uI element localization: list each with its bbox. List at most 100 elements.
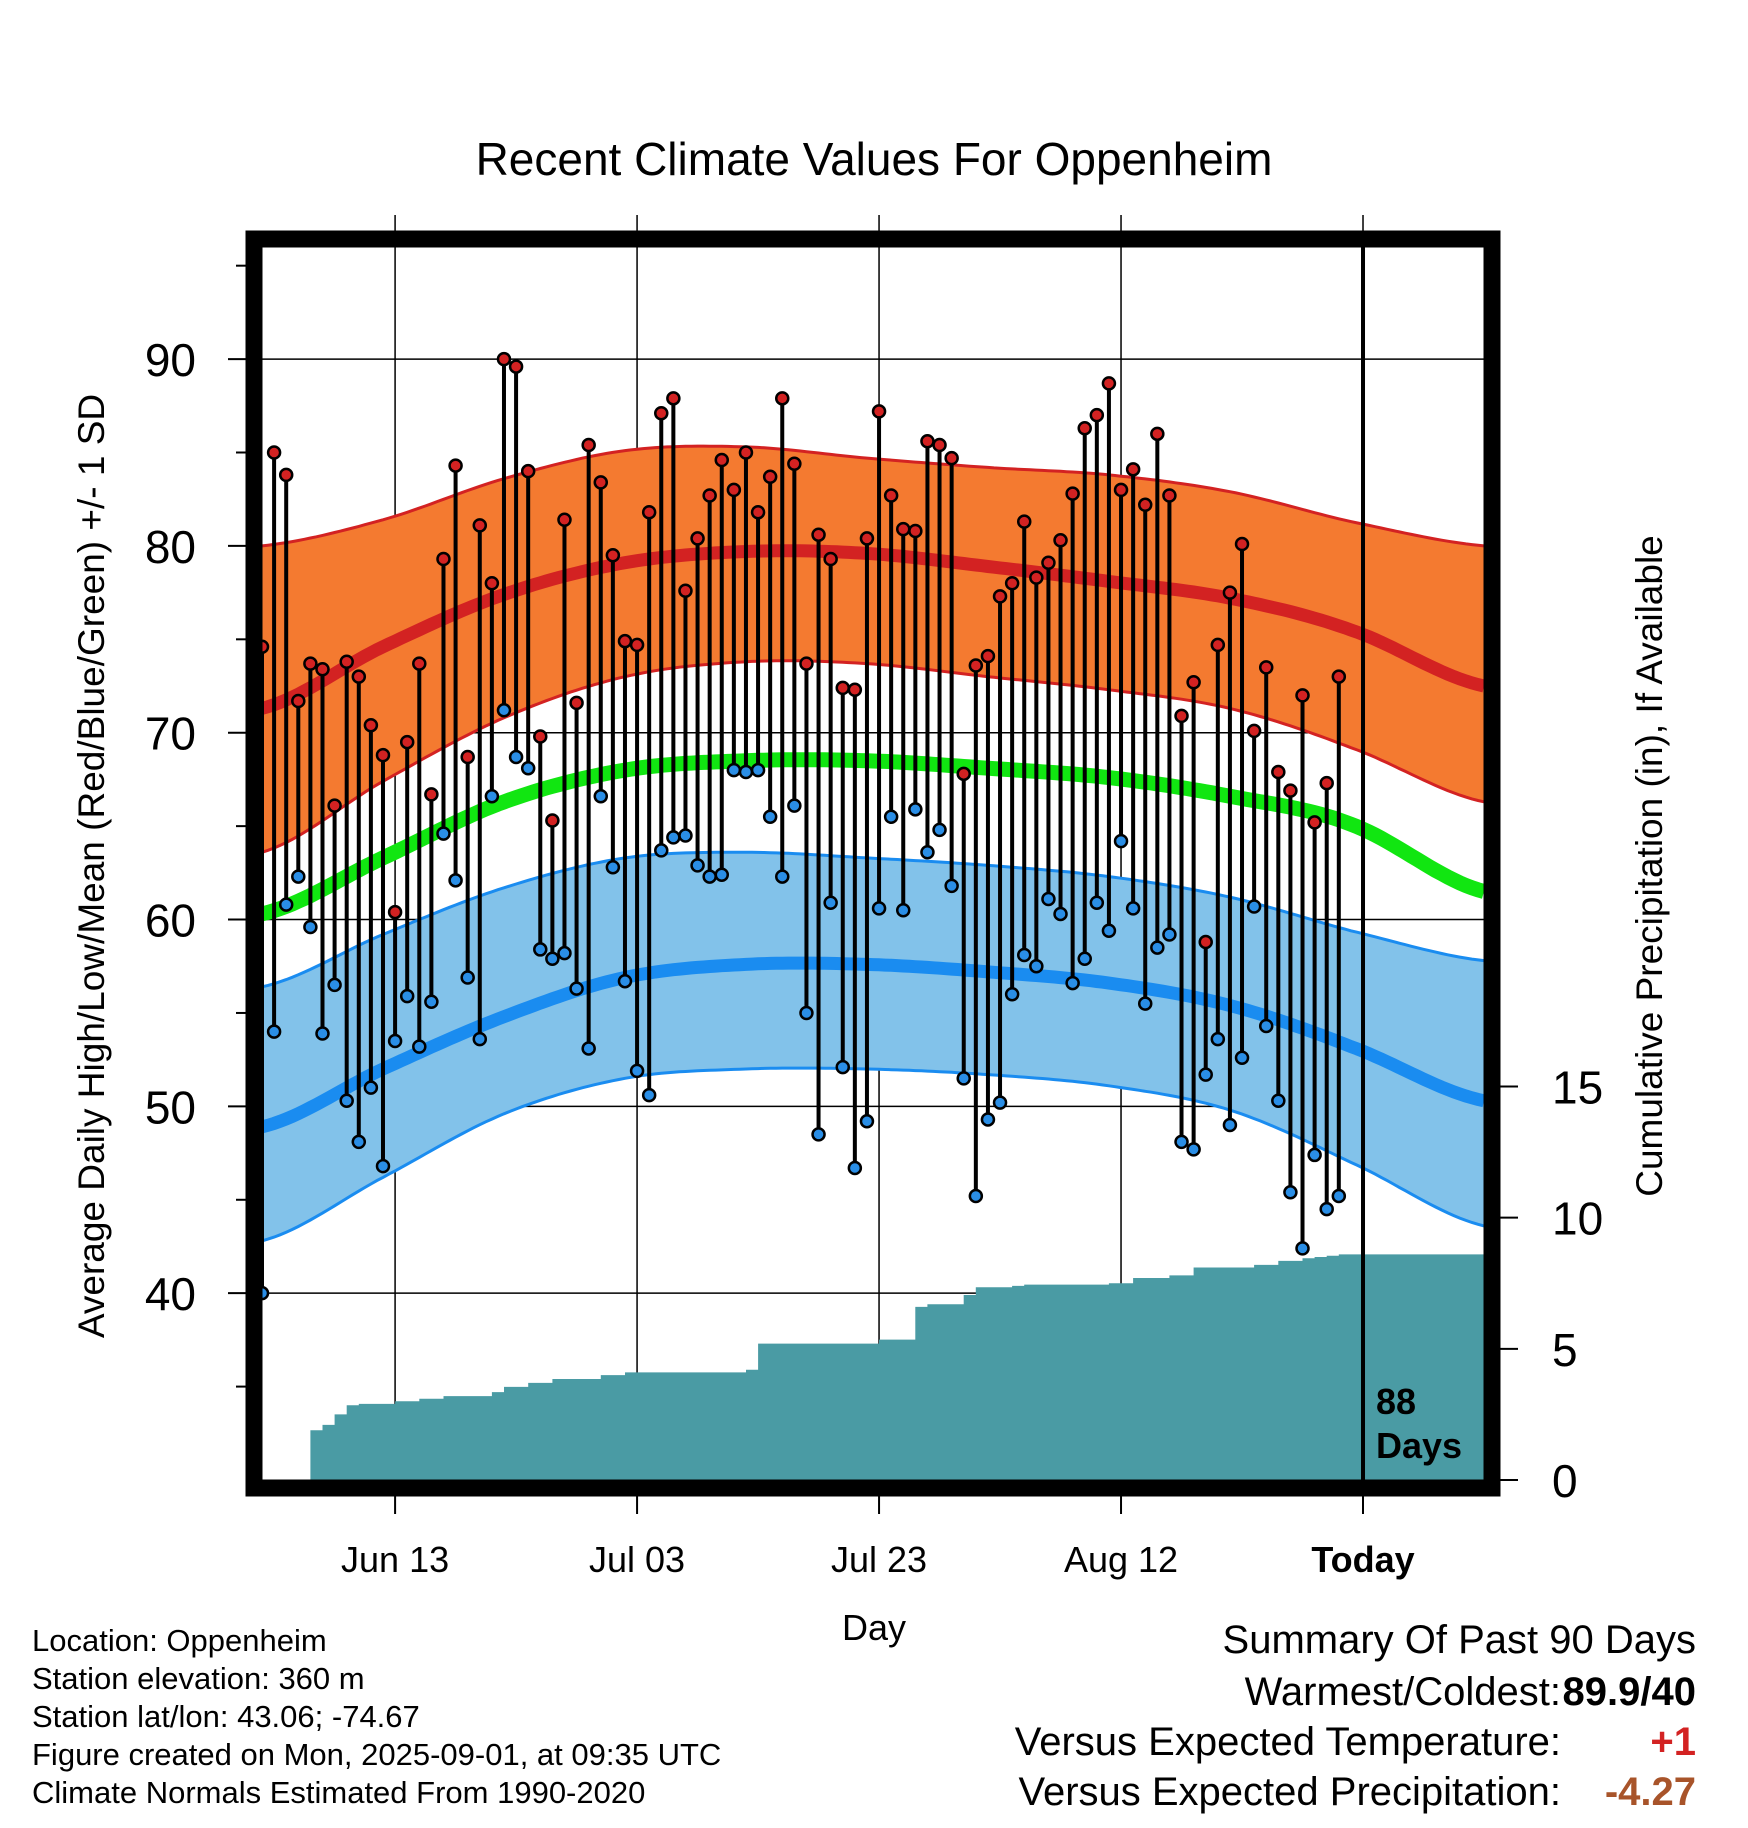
low-dot-day-56 [932, 822, 947, 838]
low-dot-day-41 [750, 762, 766, 778]
high-dot-day-10 [375, 747, 391, 763]
high-dot-day-37 [702, 488, 717, 503]
high-dot-day-89 [1331, 669, 1347, 684]
high-dot-day-18 [472, 518, 488, 533]
high-dot-day-51 [871, 404, 887, 419]
high-dot-day-80 [1222, 585, 1238, 600]
low-dot-day-82 [1246, 899, 1262, 914]
low-dot-day-37 [702, 869, 717, 884]
low-dot-day-79 [1210, 1031, 1226, 1047]
high-dot-day-29 [605, 548, 621, 563]
low-dot-day-30 [617, 973, 633, 989]
high-dot-day-31 [629, 637, 645, 653]
high-dot-day-68 [1077, 420, 1092, 436]
low-dot-day-84 [1271, 1093, 1286, 1109]
high-dot-day-85 [1283, 783, 1298, 798]
high-dot-day-39 [726, 482, 742, 498]
high-dot-day-67 [1065, 486, 1080, 501]
info-location: Location: Oppenheim [32, 1623, 327, 1658]
info-elevation: Station elevation: 360 m [32, 1661, 365, 1696]
high-dot-day-17 [460, 749, 475, 765]
low-dot-day-58 [956, 1071, 971, 1086]
low-dot-day-83 [1258, 1018, 1274, 1034]
high-dot-day-19 [484, 576, 500, 591]
high-dot-day-45 [799, 656, 814, 671]
low-dot-day-34 [666, 830, 681, 845]
high-dot-day-24 [545, 813, 560, 828]
plot-frame [245, 230, 1501, 1497]
chart-title: Recent Climate Values For Oppenheim [476, 133, 1273, 185]
high-dot-day-70 [1101, 376, 1117, 391]
low-dot-day-32 [641, 1087, 657, 1103]
daily-dots [254, 351, 1347, 1301]
y-right-tick-label-15: 15 [1552, 1061, 1603, 1113]
low-dot-day-61 [992, 1095, 1008, 1110]
low-dot-day-81 [1234, 1050, 1250, 1066]
info-created: Figure created on Mon, 2025-09-01, at 09… [32, 1737, 722, 1772]
high-dot-day-62 [1004, 576, 1020, 591]
normal-high-line [260, 544, 1486, 715]
high-dot-day-71 [1113, 482, 1129, 498]
x-tick-label-1: Jul 03 [589, 1539, 685, 1580]
low-dot-day-7 [339, 1093, 354, 1109]
high-dot-day-63 [1016, 514, 1032, 529]
high-dot-day-3 [291, 693, 306, 709]
high-dot-day-57 [944, 450, 959, 466]
high-dot-day-27 [581, 437, 596, 453]
high-dot-day-2 [278, 467, 294, 483]
low-dot-day-71 [1113, 833, 1129, 849]
low-dot-day-51 [871, 901, 887, 916]
low-dot-day-6 [327, 977, 342, 993]
low-dot-day-53 [895, 902, 911, 918]
high-dot-day-61 [992, 589, 1008, 604]
low-dot-day-10 [375, 1158, 391, 1174]
x-tick-label-0: Jun 13 [341, 1539, 449, 1580]
high-dot-day-25 [557, 512, 572, 528]
low-dot-day-9 [363, 1080, 379, 1095]
warmest-label: Warmest/Coldest: [1244, 1670, 1561, 1714]
high-dot-day-84 [1271, 764, 1286, 780]
high-dot-day-73 [1137, 497, 1153, 513]
high-dot-day-22 [520, 463, 536, 479]
low-dot-day-20 [496, 703, 512, 718]
low-dot-day-23 [533, 942, 548, 957]
low-dot-day-22 [520, 760, 536, 776]
low-dot-day-88 [1319, 1201, 1334, 1217]
high-dot-day-88 [1319, 775, 1334, 791]
low-dot-day-48 [835, 1059, 851, 1075]
station-info: Location: Oppenheim Station elevation: 3… [32, 1622, 721, 1812]
high-dot-day-48 [835, 680, 851, 696]
x-tick-label-3: Aug 12 [1064, 1539, 1178, 1580]
high-dot-day-60 [980, 648, 996, 664]
temp-anomaly-label: Versus Expected Temperature: [1014, 1720, 1561, 1764]
high-dot-day-83 [1258, 660, 1274, 675]
high-dot-day-44 [787, 456, 802, 471]
low-dot-day-47 [823, 895, 838, 910]
high-dot-day-21 [508, 359, 524, 374]
high-dot-day-76 [1174, 708, 1189, 724]
high-dot-day-34 [666, 391, 681, 406]
low-dot-day-35 [678, 828, 693, 843]
high-dot-day-81 [1234, 536, 1250, 552]
high-dot-day-5 [315, 661, 330, 677]
high-dot-day-16 [448, 458, 463, 473]
high-dot-day-7 [339, 654, 354, 669]
low-dot-day-72 [1125, 901, 1141, 916]
high-dot-day-75 [1162, 488, 1177, 503]
high-dot-day-50 [859, 531, 875, 546]
low-dot-day-15 [436, 826, 451, 841]
high-dot-day-82 [1246, 723, 1262, 739]
high-dot-day-8 [351, 669, 367, 684]
low-dot-day-11 [387, 1033, 403, 1049]
low-dot-day-68 [1077, 951, 1092, 967]
low-dot-day-77 [1186, 1142, 1201, 1157]
y-left-tick-label-80: 80 [145, 521, 196, 573]
high-dot-day-35 [678, 583, 693, 598]
low-dot-day-87 [1307, 1147, 1322, 1163]
y-left-tick-label-60: 60 [145, 895, 196, 947]
low-dot-day-73 [1137, 996, 1153, 1011]
low-dot-day-59 [968, 1188, 984, 1204]
high-dot-day-74 [1150, 426, 1165, 442]
high-dot-day-32 [641, 505, 657, 520]
high-dot-day-56 [932, 437, 947, 453]
